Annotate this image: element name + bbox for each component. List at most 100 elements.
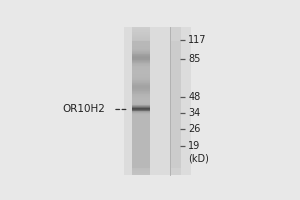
Bar	[171, 30, 181, 31]
Bar	[132, 34, 150, 35]
Bar	[171, 61, 181, 62]
Bar	[171, 53, 181, 54]
Bar	[132, 130, 150, 131]
Bar	[132, 170, 150, 171]
Bar	[132, 56, 150, 57]
Bar	[171, 156, 181, 157]
Bar	[132, 120, 150, 121]
Bar	[171, 82, 181, 83]
Bar	[171, 139, 181, 140]
Bar	[171, 110, 181, 111]
Bar	[132, 66, 150, 67]
Bar	[132, 51, 150, 52]
Bar	[171, 137, 181, 138]
Bar	[171, 116, 181, 117]
Bar	[132, 113, 150, 114]
Bar	[171, 85, 181, 86]
Bar	[132, 152, 150, 153]
Bar	[171, 107, 181, 108]
Bar	[132, 85, 150, 86]
Bar	[132, 108, 150, 109]
Bar	[132, 96, 150, 97]
Bar	[132, 151, 150, 152]
Bar	[171, 115, 181, 116]
Bar	[171, 125, 181, 126]
Bar	[171, 52, 181, 53]
Bar	[132, 125, 150, 126]
Bar	[132, 59, 150, 60]
Bar	[132, 148, 150, 149]
Bar	[132, 97, 150, 98]
Bar	[171, 160, 181, 161]
Bar	[132, 93, 150, 94]
Bar	[132, 35, 150, 36]
Bar	[171, 46, 181, 47]
Bar	[132, 167, 150, 168]
Bar	[132, 82, 150, 83]
Bar	[171, 113, 181, 114]
Text: 26: 26	[188, 124, 200, 134]
Bar	[132, 74, 150, 75]
Bar	[171, 167, 181, 168]
Bar	[171, 70, 181, 71]
Bar	[132, 55, 150, 56]
Bar	[171, 80, 181, 81]
Bar	[132, 109, 150, 110]
Bar	[132, 81, 150, 82]
Bar	[171, 68, 181, 69]
Bar	[171, 86, 181, 87]
Bar	[132, 83, 150, 84]
Text: 85: 85	[188, 54, 200, 64]
Bar	[132, 43, 150, 44]
Bar	[132, 58, 150, 59]
Bar	[171, 171, 181, 172]
Bar	[171, 33, 181, 34]
Bar	[171, 108, 181, 109]
Text: 117: 117	[188, 35, 207, 45]
Bar	[171, 79, 181, 80]
Bar	[132, 106, 150, 107]
Bar	[171, 129, 181, 130]
Text: 48: 48	[188, 92, 200, 102]
Bar	[132, 103, 150, 104]
Bar	[171, 60, 181, 61]
Bar	[171, 120, 181, 121]
Bar	[132, 44, 150, 45]
Bar	[171, 34, 181, 35]
Bar	[171, 45, 181, 46]
Bar	[132, 135, 150, 136]
Bar	[171, 74, 181, 75]
Bar	[171, 56, 181, 57]
Bar	[171, 143, 181, 144]
Bar	[171, 144, 181, 145]
Bar	[124, 27, 191, 175]
Bar	[171, 41, 181, 42]
Bar	[132, 36, 150, 37]
Bar	[132, 47, 150, 48]
Bar	[171, 109, 181, 110]
Bar	[132, 117, 150, 118]
Bar	[171, 27, 181, 28]
Bar	[171, 132, 181, 133]
Bar	[171, 88, 181, 89]
Bar	[171, 42, 181, 43]
Bar	[171, 50, 181, 51]
Bar	[171, 102, 181, 103]
Bar	[171, 28, 181, 29]
Bar	[171, 161, 181, 162]
Bar	[132, 154, 150, 155]
Bar	[132, 89, 150, 90]
Text: OR10H2: OR10H2	[63, 104, 105, 114]
Bar	[171, 63, 181, 64]
Bar	[171, 164, 181, 165]
Bar	[132, 168, 150, 169]
Bar	[132, 72, 150, 73]
Bar	[171, 37, 181, 38]
Bar	[171, 39, 181, 40]
Bar	[132, 119, 150, 120]
Bar	[171, 151, 181, 152]
Bar	[132, 94, 150, 95]
Bar	[132, 102, 150, 103]
Bar	[132, 111, 150, 112]
Bar	[132, 100, 150, 101]
